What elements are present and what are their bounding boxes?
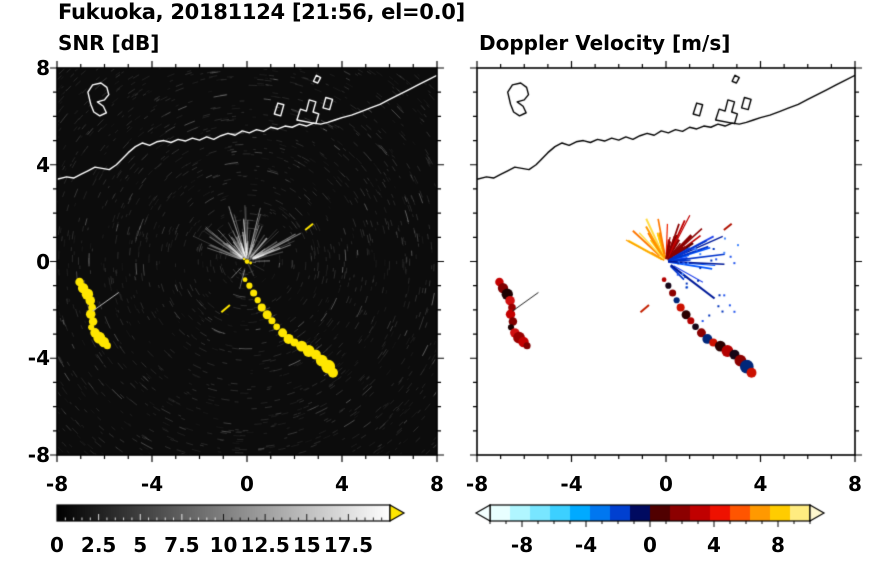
snr-plot: [44, 55, 450, 468]
x-tick-label: 8: [848, 472, 862, 496]
x-tick-label: 4: [335, 472, 349, 496]
snr-panel-title: SNR [dB]: [58, 31, 160, 55]
x-tick-label: -8: [465, 472, 489, 496]
x-tick-label: -8: [45, 472, 69, 496]
y-tick-label: -4: [27, 346, 50, 371]
snr-colorbar-label: 17.5: [323, 533, 374, 557]
snr-colorbar-label: 2.5: [80, 533, 117, 557]
velocity-colorbar-label: 0: [643, 533, 657, 557]
x-tick-label: 8: [430, 472, 444, 496]
velocity-colorbar-label: 8: [771, 533, 785, 557]
doppler-panel-title: Doppler Velocity [m/s]: [479, 31, 731, 55]
snr-colorbar: [50, 501, 416, 531]
snr-colorbar-label: 5: [133, 533, 148, 557]
snr-colorbar-label: 10: [209, 533, 238, 557]
x-tick-label: 4: [753, 472, 768, 496]
snr-colorbar-label: 12.5: [240, 533, 290, 557]
y-tick-label: -8: [27, 443, 50, 467]
velocity-colorbar-label: 4: [707, 533, 721, 557]
snr-colorbar-label: 0: [50, 533, 64, 557]
velocity-colorbar-label: -4: [574, 533, 598, 557]
x-tick-label: -4: [560, 472, 583, 496]
snr-colorbar-label: 7.5: [164, 533, 200, 557]
doppler-colorbar: [460, 501, 840, 531]
snr-colorbar-label: 15: [292, 533, 321, 557]
x-tick-label: -4: [140, 472, 164, 496]
velocity-colorbar-label: -8: [510, 533, 534, 557]
y-tick-label: 4: [36, 152, 50, 177]
doppler-plot: [464, 55, 868, 468]
y-tick-label: 8: [36, 56, 50, 80]
x-tick-label: 0: [240, 472, 254, 496]
figure-title: Fukuoka, 20181124 [21:56, el=0.0]: [58, 0, 465, 24]
y-tick-label: 0: [36, 249, 50, 274]
x-tick-label: 0: [659, 472, 673, 496]
